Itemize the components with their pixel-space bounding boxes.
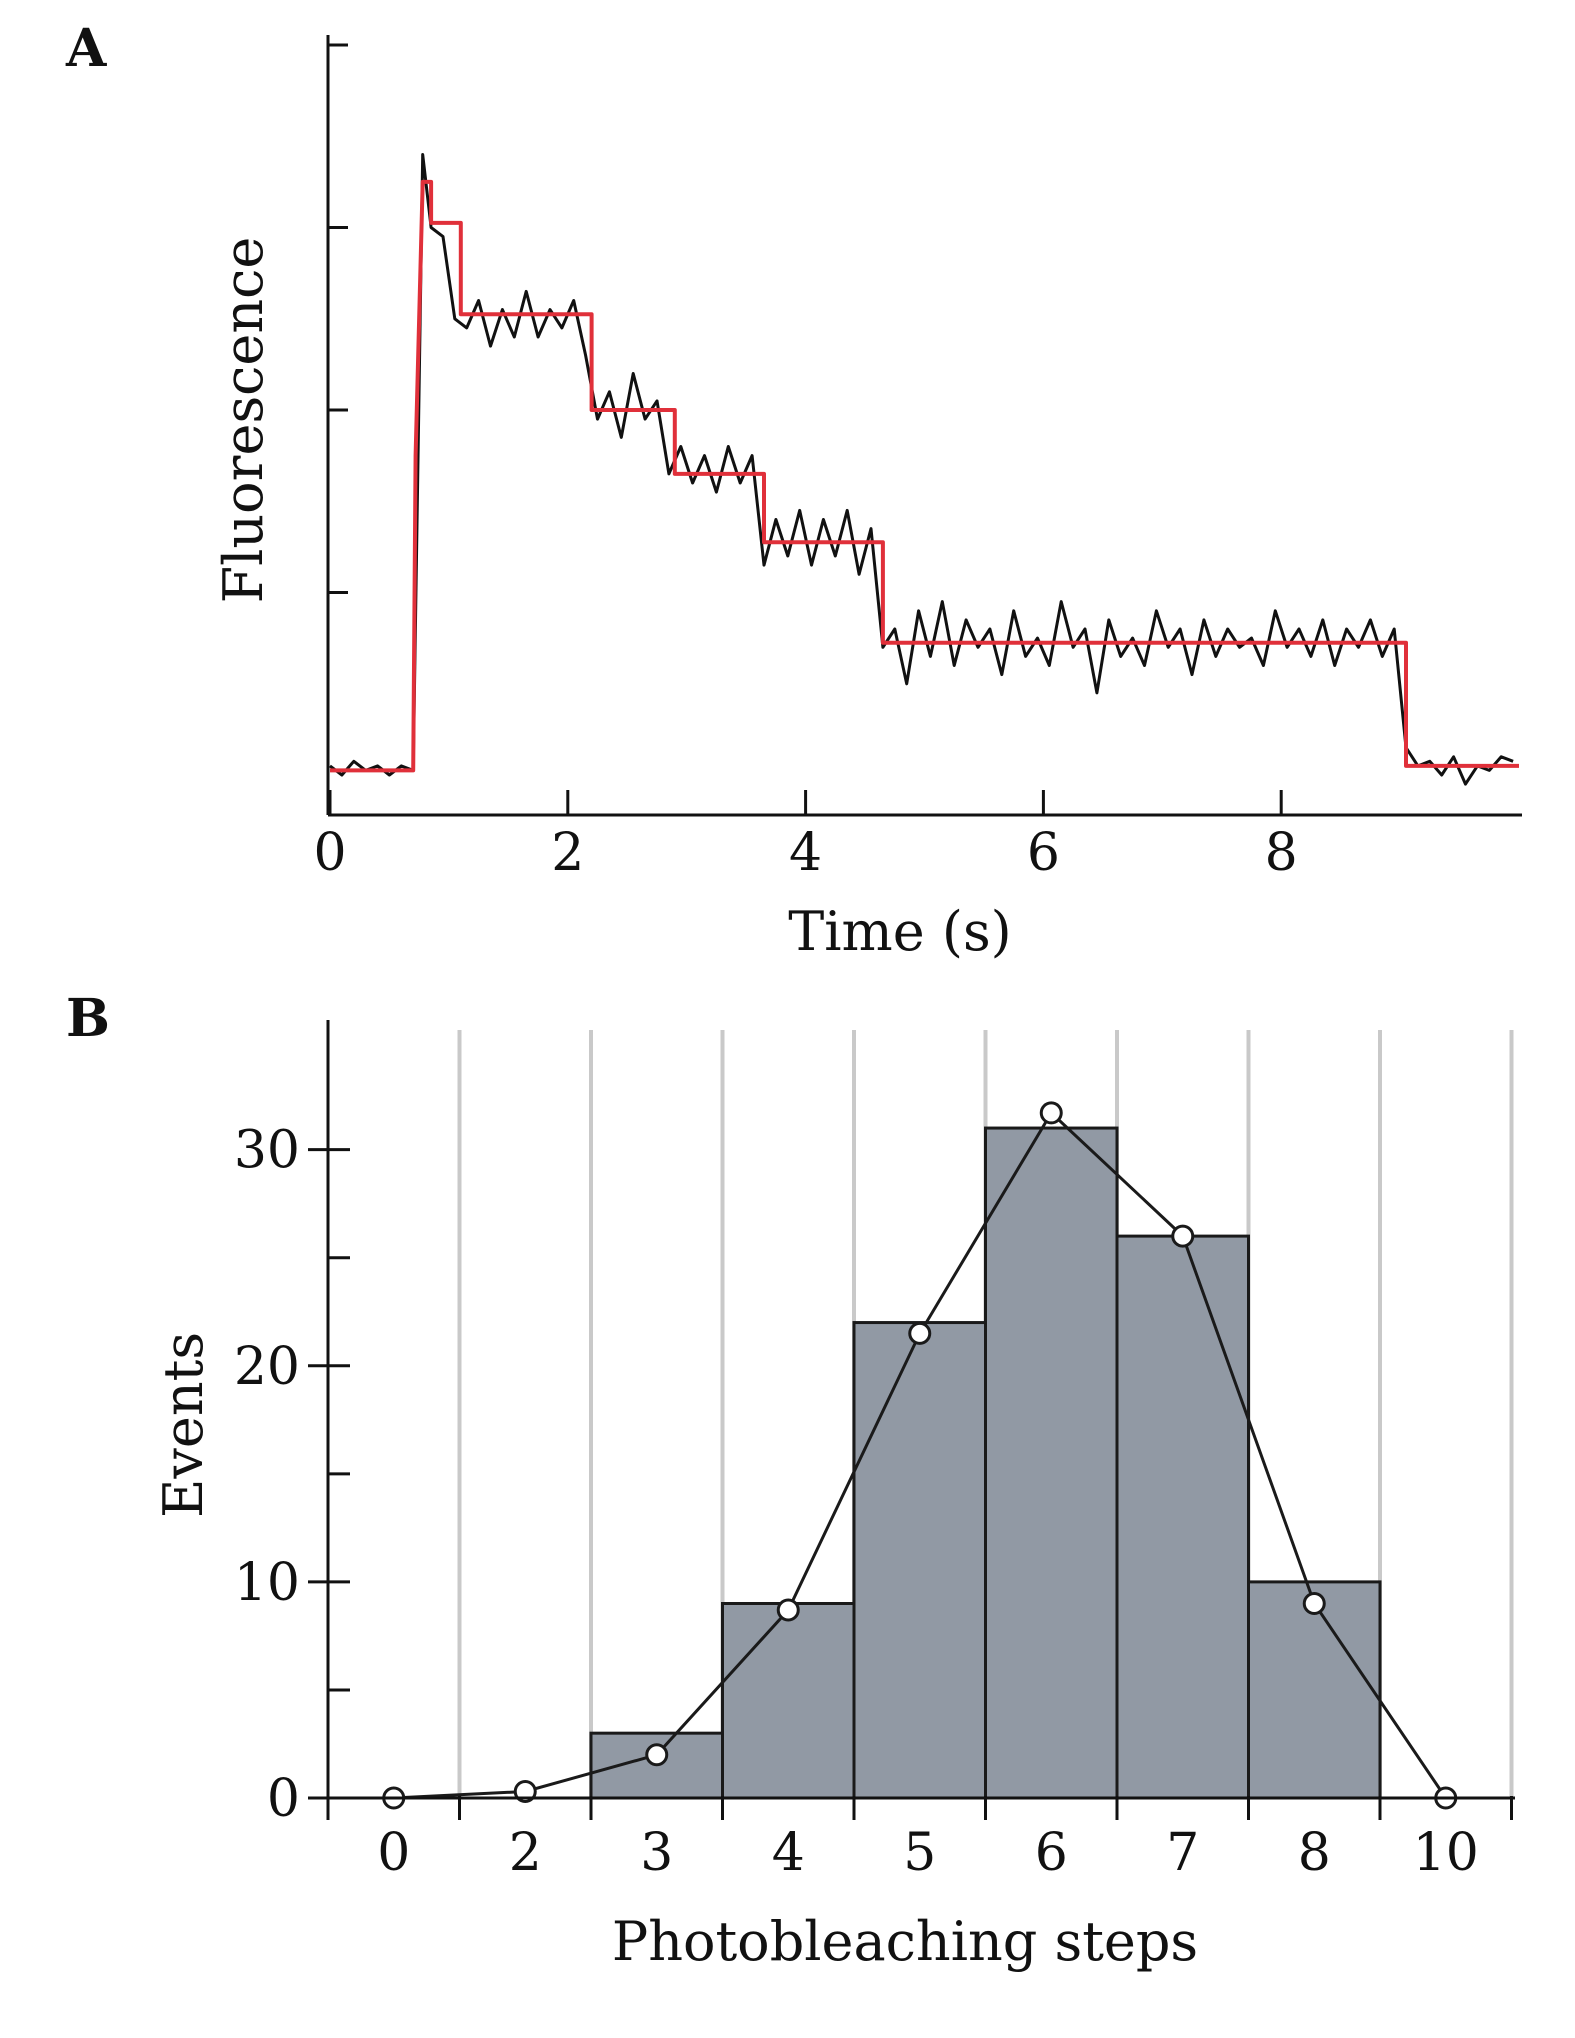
panel-a: A Fluorescence Time (s) 0 2 4 6 8 xyxy=(65,18,1522,963)
panel-b-bars xyxy=(589,1126,1382,1800)
panel-a-step-fit-line xyxy=(330,179,1519,773)
panel-b-y-axis-title: Events xyxy=(152,1332,215,1518)
panel-a-x-axis-title: Time (s) xyxy=(788,900,1011,963)
panel-b-y-tick-label: 20 xyxy=(234,1337,300,1397)
panel-b-x-tick-label: 7 xyxy=(1166,1823,1199,1883)
panel-b-fit-marker xyxy=(1039,1101,1063,1125)
panel-b: B Events Photobleaching steps 0 2 3 4 5 6 7 8 10… xyxy=(66,988,1515,1973)
panel-a-x-tick-label: 2 xyxy=(551,823,584,883)
panel-a-x-tick-label: 6 xyxy=(1027,823,1060,883)
panel-b-fit-marker xyxy=(776,1598,800,1622)
panel-b-x-tick-label: 10 xyxy=(1413,1823,1479,1883)
panel-b-ticks: 0 2 3 4 5 6 7 8 10 0 10 20 30 xyxy=(234,1121,1513,1883)
panel-b-bar xyxy=(984,1126,1119,1800)
panel-b-fit-marker xyxy=(1302,1592,1326,1615)
panel-b-y-tick-label: 10 xyxy=(234,1553,300,1613)
panel-b-fit-marker xyxy=(908,1321,932,1345)
panel-b-bar xyxy=(721,1602,856,1800)
panel-b-x-tick-label: 3 xyxy=(640,1823,673,1883)
panel-a-fluorescence-trace xyxy=(329,153,1514,786)
panel-a-plot-area xyxy=(329,153,1519,786)
panel-b-x-tick-label: 2 xyxy=(509,1823,542,1883)
panel-a-ticks: 0 2 4 6 8 xyxy=(313,43,1298,883)
panel-a-x-tick-label: 4 xyxy=(789,823,822,883)
panel-b-label: B xyxy=(66,988,110,1049)
panel-b-x-tick-label: 4 xyxy=(772,1823,805,1883)
panel-b-y-tick-label: 30 xyxy=(234,1121,300,1181)
panel-a-y-axis-title: Fluorescence xyxy=(212,237,275,604)
panel-a-label: A xyxy=(65,18,107,79)
panel-b-fit xyxy=(382,1101,1458,1810)
panel-a-x-tick-label: 0 xyxy=(313,823,346,883)
panel-b-x-tick-label: 8 xyxy=(1298,1823,1331,1883)
panel-b-x-axis-title: Photobleaching steps xyxy=(612,1910,1198,1973)
panel-b-bar xyxy=(1115,1234,1250,1800)
panel-b-x-tick-label: 5 xyxy=(903,1823,936,1883)
panel-b-fit-marker xyxy=(645,1743,669,1767)
panel-b-y-tick-label: 0 xyxy=(267,1769,300,1829)
panel-b-fit-marker xyxy=(1171,1224,1195,1248)
panel-b-x-tick-label: 0 xyxy=(377,1823,410,1883)
panel-b-x-tick-label: 6 xyxy=(1035,1823,1068,1883)
panel-b-bar xyxy=(852,1321,987,1800)
panel-a-x-tick-label: 8 xyxy=(1265,823,1298,883)
